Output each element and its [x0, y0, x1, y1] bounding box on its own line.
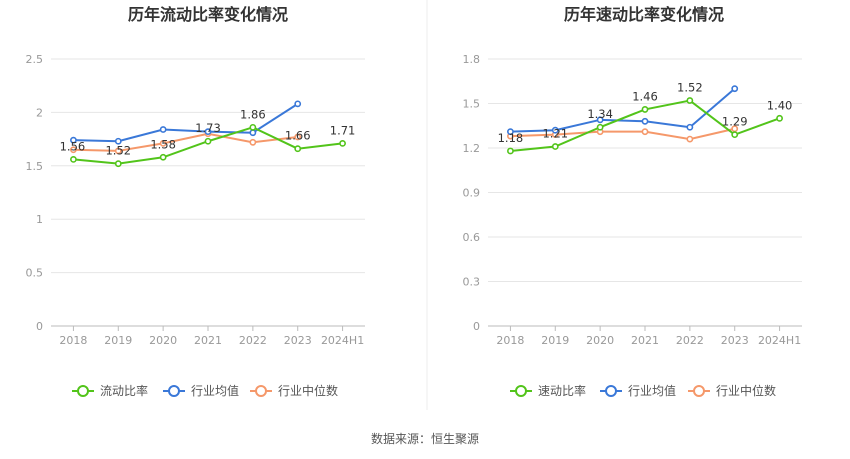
x-tick-label: 2021 — [631, 334, 659, 347]
data-label: 1.73 — [195, 121, 221, 135]
data-label: 1.66 — [285, 129, 311, 143]
data-point — [70, 146, 77, 154]
data-point — [159, 139, 167, 147]
x-tick-label: 2020 — [149, 334, 177, 347]
y-tick-label: 1.8 — [463, 53, 481, 66]
data-point — [249, 138, 257, 146]
data-point — [641, 128, 649, 136]
x-tick-label: 2019 — [541, 334, 569, 347]
data-point — [731, 85, 739, 93]
y-tick-label: 1.2 — [463, 142, 481, 155]
series-line-1 — [73, 103, 299, 143]
x-tick-label: 2024H1 — [321, 334, 364, 347]
data-point — [114, 147, 122, 155]
data-point — [159, 153, 167, 161]
data-point — [204, 128, 212, 136]
x-tick-label: 2023 — [284, 334, 312, 347]
y-tick-label: 1.5 — [463, 98, 481, 111]
data-point — [596, 116, 604, 124]
data-point — [70, 155, 77, 163]
data-point — [114, 160, 122, 168]
series-line-2 — [510, 127, 735, 141]
legend-label: 行业中位数 — [278, 383, 338, 398]
data-label: 1.18 — [498, 131, 524, 145]
data-point — [641, 117, 649, 125]
y-tick-label: 2 — [36, 106, 43, 119]
data-point — [507, 128, 514, 136]
data-point — [159, 126, 167, 133]
x-tick-label: 2019 — [104, 334, 132, 347]
data-point — [249, 123, 257, 131]
data-label: 1.52 — [105, 144, 131, 158]
y-tick-label: 0.3 — [463, 276, 481, 289]
data-point — [686, 135, 694, 143]
legend-marker — [255, 385, 267, 397]
data-label: 1.58 — [150, 137, 176, 151]
chart-title-0: 历年流动比率变化情况 — [128, 5, 288, 24]
y-tick-label: 1 — [36, 213, 43, 226]
x-tick-label: 2023 — [721, 334, 749, 347]
chart-title-1: 历年速动比率变化情况 — [564, 5, 724, 24]
x-tick-label: 2018 — [59, 334, 87, 347]
data-point — [294, 133, 302, 141]
data-label: 1.71 — [330, 123, 356, 137]
data-label: 1.40 — [767, 98, 793, 112]
y-tick-label: 2.5 — [26, 53, 44, 66]
data-point — [294, 100, 302, 108]
x-tick-label: 2021 — [194, 334, 222, 347]
source-note: 数据来源：恒生聚源 — [371, 431, 479, 446]
data-point — [70, 136, 77, 144]
data-point — [641, 106, 649, 113]
x-tick-label: 2024H1 — [758, 334, 801, 347]
y-tick-label: 0 — [473, 320, 480, 333]
x-tick-label: 2020 — [586, 334, 614, 347]
data-point — [339, 139, 346, 147]
data-point — [249, 129, 257, 137]
data-label: 1.46 — [632, 89, 658, 103]
data-label: 1.52 — [677, 81, 703, 95]
data-label: 1.86 — [240, 107, 266, 121]
y-tick-label: 0 — [36, 320, 43, 333]
data-point — [686, 97, 694, 104]
data-point — [294, 145, 302, 153]
y-tick-label: 0.6 — [463, 231, 481, 244]
legend-marker — [77, 385, 89, 397]
data-label: 1.34 — [587, 107, 613, 121]
data-point — [551, 143, 559, 150]
y-tick-label: 1.5 — [26, 160, 44, 173]
data-point — [507, 147, 514, 155]
data-point — [731, 131, 739, 139]
y-tick-label: 0.9 — [463, 187, 481, 200]
legend-label: 速动比率 — [538, 383, 586, 398]
x-tick-label: 2022 — [239, 334, 267, 347]
data-point — [204, 137, 212, 145]
legend-marker — [605, 385, 617, 397]
legend-label: 行业均值 — [191, 383, 239, 398]
data-point — [551, 126, 559, 134]
legend-label: 行业中位数 — [716, 383, 776, 398]
data-point — [776, 114, 783, 122]
data-point — [596, 123, 604, 131]
x-tick-label: 2018 — [496, 334, 524, 347]
data-label: 1.56 — [60, 139, 86, 153]
legend-label: 行业均值 — [628, 383, 676, 398]
series-line-1 — [510, 87, 736, 133]
legend-marker — [693, 385, 705, 397]
data-label: 1.21 — [542, 127, 568, 141]
series-line-2 — [73, 132, 298, 152]
data-point — [686, 123, 694, 131]
data-label: 1.29 — [722, 115, 748, 129]
x-tick-label: 2022 — [676, 334, 704, 347]
legend-marker — [168, 385, 180, 397]
data-point — [114, 137, 122, 145]
legend-label: 流动比率 — [100, 383, 148, 398]
legend-marker — [515, 385, 527, 397]
y-tick-label: 0.5 — [26, 267, 44, 280]
